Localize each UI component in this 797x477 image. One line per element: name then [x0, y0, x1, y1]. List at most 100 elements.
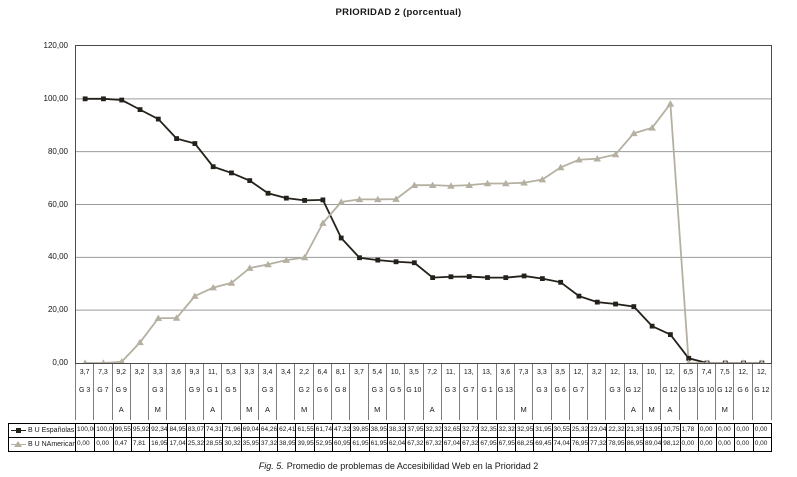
x-tick-label: 12, — [661, 364, 680, 382]
table-cell: 32,35 — [478, 424, 497, 437]
caption-prefix: Fig. 5. — [258, 461, 284, 471]
table-cell: 47,32 — [332, 424, 350, 437]
table-cell: 0,00 — [679, 438, 698, 451]
x-tick-label: 7,4 — [698, 364, 717, 382]
x-tick-label: G 3 — [149, 382, 168, 400]
table-cell: 38,95 — [277, 438, 295, 451]
x-tick-label: G 13 — [497, 382, 515, 400]
table-cell: 23,04 — [588, 424, 606, 437]
x-tick-label — [515, 382, 534, 400]
x-tick-label — [167, 382, 186, 400]
x-tick-label: G 3 — [259, 382, 278, 400]
x-tick-label: 3,5 — [552, 364, 570, 382]
table-cell: 84,95 — [167, 424, 186, 437]
table-cell: 76,95 — [569, 438, 588, 451]
table-cell: 0,00 — [716, 438, 734, 451]
table-cell: 61,95 — [350, 438, 369, 451]
x-tick-label — [680, 400, 698, 420]
x-tick-label: G 10 — [405, 382, 424, 400]
y-tick-label: 60,00 — [47, 199, 68, 209]
x-tick-label — [350, 400, 369, 420]
y-tick-label: 40,00 — [47, 252, 68, 262]
x-tick-label: G 12 — [625, 382, 643, 400]
table-cells-0: 100,00100,0099,5595,9292,3484,9583,0774,… — [76, 424, 771, 437]
x-tick-label: 9,2 — [113, 364, 131, 382]
x-tick-label — [442, 400, 461, 420]
x-tick-label: G 3 — [369, 382, 387, 400]
table-cell: 25,32 — [569, 424, 588, 437]
x-tick-label: G 5 — [387, 382, 406, 400]
x-tick-label: 3,3 — [241, 364, 259, 382]
x-tick-label: 12, — [570, 364, 589, 382]
table-cell: 61,74 — [313, 424, 332, 437]
x-tick-label: 7,5 — [716, 364, 735, 382]
x-tick-label — [606, 400, 625, 420]
table-cell: 0,00 — [752, 438, 771, 451]
table-cell: 100,00 — [94, 424, 113, 437]
figure-caption: Fig. 5. Promedio de problemas de Accesibi… — [0, 461, 797, 471]
table-cell: 37,32 — [258, 438, 277, 451]
x-tick-label: G 1 — [204, 382, 223, 400]
x-tick-label — [497, 400, 515, 420]
x-tick-label: 3,2 — [131, 364, 150, 382]
table-cell: 31,95 — [533, 424, 552, 437]
x-tick-label: 7,3 — [515, 364, 534, 382]
x-tick-label: G 12 — [716, 382, 735, 400]
x-tick-label: G 9 — [113, 382, 131, 400]
table-cells-1: 0,00 0,00 0,47 7,81 16,95 17,04 25,32 28,55 30,3… — [76, 438, 771, 451]
caption-text: Promedio de problemas de Accesibilidad W… — [286, 461, 539, 471]
table-cell: 62,04 — [386, 438, 405, 451]
table-cell: 77,32 — [588, 438, 606, 451]
x-tick-label: M — [295, 400, 314, 420]
table-cell: 0,47 — [112, 438, 131, 451]
x-tick-label: M — [369, 400, 387, 420]
plot-svg — [76, 96, 771, 363]
x-tick-label: 10, — [643, 364, 662, 382]
table-cell: 60,95 — [332, 438, 350, 451]
table-cell: 21,35 — [624, 424, 643, 437]
y-tick-label: 100,00 — [43, 93, 68, 103]
table-cell: 0,00 — [697, 438, 716, 451]
x-tick-label: G 3 — [533, 382, 552, 400]
table-cell: 61,95 — [368, 438, 387, 451]
x-tick-label: G 3 — [606, 382, 625, 400]
x-tick-label: 3,2 — [588, 364, 607, 382]
x-tick-label — [460, 400, 479, 420]
table-cell: 69,04 — [240, 424, 259, 437]
legend-label-namericanas: B U NAmericanas — [28, 441, 76, 448]
x-tick-label: 12, — [606, 364, 625, 382]
chart-title: PRIORIDAD 2 (porcentual) — [335, 7, 462, 18]
x-tick-label: 2,2 — [295, 364, 314, 382]
x-tick-label: G 6 — [734, 382, 753, 400]
table-cell: 17,04 — [167, 438, 186, 451]
table-cell: 0,00 — [697, 424, 716, 437]
table-cell: 39,95 — [295, 438, 314, 451]
x-tick-label — [405, 400, 424, 420]
table-cell: 22,32 — [606, 424, 625, 437]
x-tick-label: G 3 — [442, 382, 461, 400]
plot-column: 3,7 7,3 9,2 3,2 3,3 3,6 9,3 11, 5,3 3,3 3,4 3,4 2,2 6… — [75, 45, 772, 420]
x-tick-label — [478, 400, 497, 420]
x-tick-label: G 12 — [754, 387, 770, 394]
y-tick-label: 80,00 — [47, 146, 68, 156]
namericanas-series-marker-icon — [11, 440, 26, 449]
x-tick-label: G 2 — [295, 382, 314, 400]
x-tick-label — [570, 400, 589, 420]
y-tick-label: 20,00 — [47, 305, 68, 315]
table-cell: 74,04 — [551, 438, 570, 451]
table-cell: 0,00 — [94, 438, 112, 451]
table-cell: 35,95 — [240, 438, 259, 451]
legend-espanolas: B U Españolas — [9, 424, 76, 437]
x-tick-label: 3,3 — [533, 364, 552, 382]
x-tick-label: 3,6 — [167, 364, 186, 382]
table-cell: 0,00 — [752, 424, 771, 437]
table-cell: 0,00 — [734, 424, 752, 437]
table-cell: 30,55 — [551, 424, 570, 437]
table-cell: 67,04 — [441, 438, 460, 451]
table-cell: 89,04 — [642, 438, 661, 451]
x-tick-label — [643, 382, 662, 400]
x-tick-label — [424, 382, 442, 400]
